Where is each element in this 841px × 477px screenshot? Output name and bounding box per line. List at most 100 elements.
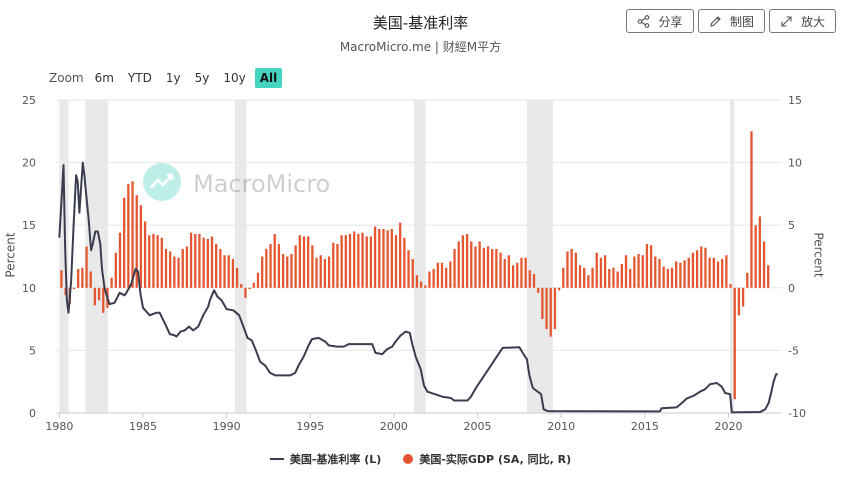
x-tick-label: 2020 (714, 420, 742, 433)
gdp-bar (574, 252, 577, 288)
x-tick-label: 2010 (547, 420, 575, 433)
gdp-bar (486, 246, 490, 288)
gdp-bar (114, 252, 117, 288)
gdp-bar (131, 181, 134, 288)
gdp-bar (148, 235, 151, 288)
zoom-all-button[interactable]: All (254, 68, 283, 88)
gdp-bar (440, 262, 444, 288)
chart-button[interactable]: 制图 (698, 9, 765, 33)
gdp-bar (89, 271, 92, 288)
gdp-bar (240, 284, 243, 288)
gdp-bar (386, 230, 389, 288)
gdp-bar (620, 264, 623, 288)
gdp-bar (599, 257, 603, 288)
gdp-bar (219, 248, 222, 288)
gdp-bar (298, 235, 301, 288)
gdp-bar (645, 243, 649, 288)
enlarge-button[interactable]: 放大 (769, 9, 836, 33)
gdp-bar (319, 255, 322, 288)
gdp-bar (691, 252, 695, 288)
legend-item-rate[interactable]: 美国-基准利率 (L) (269, 451, 381, 467)
gdp-bar (465, 233, 469, 288)
recession-band (730, 100, 735, 413)
gdp-bar (633, 256, 636, 288)
gdp-bar (336, 243, 339, 288)
y-right-tick-label: -5 (788, 344, 799, 357)
gdp-bar (369, 236, 373, 288)
y-left-tick-label: 5 (29, 344, 36, 357)
gdp-bar (85, 246, 88, 288)
gdp-bar (641, 255, 644, 288)
gdp-bar (378, 228, 381, 288)
y-right-tick-label: -10 (788, 407, 806, 420)
gdp-bar (666, 269, 669, 288)
gdp-bar (189, 232, 193, 288)
gdp-bar (302, 236, 306, 288)
gdp-bar (315, 257, 318, 288)
gdp-bar (457, 241, 460, 288)
gdp-bar (261, 256, 264, 288)
gdp-bar (532, 274, 536, 288)
zoom-selector: Zoom 6m YTD 1y 5y 10y All (49, 68, 286, 88)
y-left-tick-label: 15 (22, 219, 36, 232)
zoom-5y-button[interactable]: 5y (194, 71, 210, 85)
gdp-bar (629, 269, 632, 288)
gdp-bar (704, 247, 707, 288)
recession-band (85, 100, 108, 413)
x-tick-label: 2000 (380, 420, 408, 433)
share-button[interactable]: 分享 (626, 9, 694, 33)
gdp-bar (223, 255, 226, 288)
gdp-bar (716, 261, 720, 288)
zoom-6m-button[interactable]: 6m (94, 71, 114, 85)
pencil-icon (709, 15, 722, 28)
gdp-bar (411, 259, 414, 288)
zoom-1y-button[interactable]: 1y (165, 71, 181, 85)
gdp-bar (340, 235, 343, 288)
gdp-bar (478, 241, 481, 288)
y-left-tick-label: 25 (22, 94, 36, 107)
gdp-bar (357, 233, 360, 288)
gdp-bar (152, 233, 155, 288)
gdp-bar (603, 255, 607, 288)
watermark: MacroMicro (143, 163, 330, 205)
gdp-bar (553, 287, 557, 330)
gdp-bar (102, 287, 105, 313)
gdp-bar (616, 271, 619, 288)
recession-band (526, 100, 553, 413)
legend: 美国-基准利率 (L) 美国-实际GDP (SA, 同比, R) (0, 451, 841, 467)
gdp-bar (206, 238, 209, 288)
y-axis-right-title: Percent (811, 232, 826, 278)
gdp-bar (436, 262, 439, 288)
gdp-bar (210, 236, 214, 288)
gdp-bar (215, 243, 218, 288)
gdp-bar (741, 287, 745, 307)
gdp-bar (269, 243, 272, 288)
y-right-tick-label: 0 (788, 282, 795, 295)
gdp-bar (307, 236, 310, 288)
zoom-10y-button[interactable]: 10y (223, 71, 246, 85)
gdp-bar (612, 267, 615, 288)
zoom-ytd-button[interactable]: YTD (127, 71, 152, 85)
gdp-bar (173, 256, 176, 288)
x-tick-label: 1995 (296, 420, 324, 433)
gdp-bar (72, 287, 76, 290)
gdp-bar (139, 205, 143, 288)
gdp-bar (700, 246, 703, 288)
gdp-bar (227, 255, 230, 288)
gdp-bar (327, 256, 331, 288)
y-left-tick-label: 20 (22, 157, 36, 170)
x-tick-label: 2015 (631, 420, 659, 433)
gdp-bar (123, 197, 126, 288)
gdp-bar (453, 248, 456, 288)
gdp-bar (77, 269, 80, 288)
gdp-bar (562, 267, 565, 288)
legend-line-swatch (269, 458, 284, 460)
x-tick-label: 1980 (45, 420, 73, 433)
legend-item-gdp[interactable]: 美国-实际GDP (SA, 同比, R) (403, 451, 571, 467)
zoom-label: Zoom (49, 71, 84, 85)
gdp-bar (733, 287, 736, 400)
gdp-bar (256, 272, 260, 288)
gdp-bar (286, 256, 289, 288)
gdp-bar (169, 251, 172, 288)
